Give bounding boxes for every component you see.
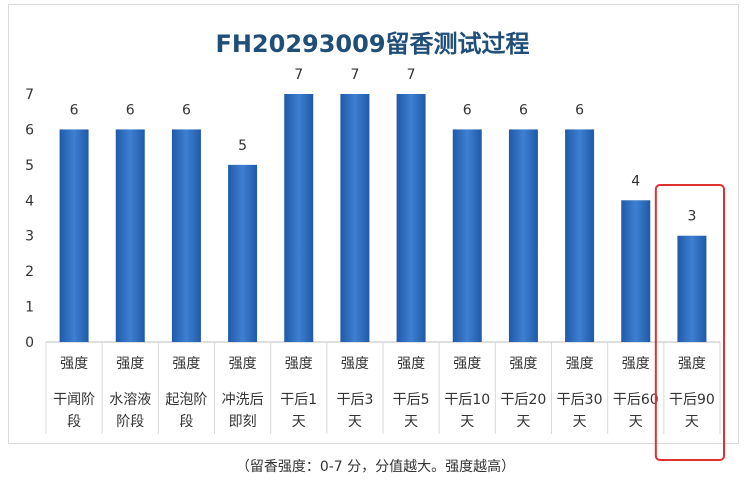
category-label: 即刻 (229, 414, 257, 430)
category-label: 干后5 (393, 392, 430, 408)
y-tick-label: 4 (25, 193, 34, 209)
category-label: 干后60 (613, 392, 659, 408)
data-label: 7 (407, 67, 416, 83)
category-label: 干后10 (444, 392, 490, 408)
bar (508, 129, 538, 342)
y-tick-label: 5 (25, 158, 34, 174)
category-label: 强度 (341, 356, 369, 372)
category-label: 强度 (172, 356, 200, 372)
category-label: 阶段 (116, 414, 144, 430)
category-label: 天 (573, 414, 587, 430)
bar (115, 129, 145, 342)
category-label: 干后3 (336, 392, 373, 408)
bar (59, 129, 89, 342)
category-label: 强度 (622, 356, 650, 372)
category-label: 干后20 (501, 392, 547, 408)
category-label: 天 (348, 414, 362, 430)
category-label: 干后30 (557, 392, 603, 408)
category-label: 冲洗后 (222, 392, 264, 408)
category-label: 强度 (453, 356, 481, 372)
bar (340, 94, 370, 342)
data-label: 6 (463, 102, 472, 118)
data-label: 6 (70, 102, 79, 118)
category-label: 强度 (509, 356, 537, 372)
category-label: 天 (292, 414, 306, 430)
data-label: 5 (238, 138, 247, 154)
data-label: 6 (519, 102, 528, 118)
category-label: 干后90 (669, 392, 715, 408)
category-label: 强度 (116, 356, 144, 372)
category-label: 天 (685, 414, 699, 430)
footnote: （留香强度：0-7 分，分值越大。强度越高） (235, 459, 516, 475)
bar (228, 164, 258, 342)
chart-title: FH20293009留香测试过程 (215, 30, 530, 58)
category-label: 天 (404, 414, 418, 430)
category-label: 强度 (397, 356, 425, 372)
category-label: 天 (460, 414, 474, 430)
category-label: 水溶液 (109, 392, 151, 408)
y-tick-label: 6 (25, 122, 34, 138)
bar (284, 94, 314, 342)
category-label: 强度 (678, 356, 706, 372)
data-label: 4 (631, 173, 640, 189)
bar (452, 129, 482, 342)
category-label: 段 (67, 414, 81, 430)
category-label: 强度 (566, 356, 594, 372)
bar (621, 200, 651, 342)
y-tick-label: 1 (25, 300, 34, 316)
data-label: 7 (350, 67, 359, 83)
category-label: 干后1 (280, 392, 317, 408)
bar (677, 235, 707, 342)
category-label: 段 (179, 414, 193, 430)
y-tick-label: 7 (25, 87, 34, 103)
data-label: 3 (687, 209, 696, 225)
category-label: 天 (516, 414, 530, 430)
y-tick-label: 0 (25, 335, 34, 351)
data-label: 6 (575, 102, 584, 118)
category-label: 强度 (229, 356, 257, 372)
category-label: 起泡阶 (165, 392, 207, 408)
bars-layer (59, 94, 707, 342)
highlight-box (654, 184, 725, 461)
category-label: 强度 (60, 356, 88, 372)
category-label: 干闻阶 (53, 392, 95, 408)
category-label: 天 (629, 414, 643, 430)
data-label: 7 (294, 67, 303, 83)
category-label: 强度 (285, 356, 313, 372)
data-label: 6 (182, 102, 191, 118)
axis-layer: 0 1 2 3 4 5 6 7 (25, 87, 721, 434)
bar (396, 94, 426, 342)
y-tick-label: 2 (25, 264, 34, 280)
bar (565, 129, 595, 342)
y-tick-label: 3 (25, 229, 34, 245)
bar (171, 129, 201, 342)
data-label: 6 (126, 102, 135, 118)
